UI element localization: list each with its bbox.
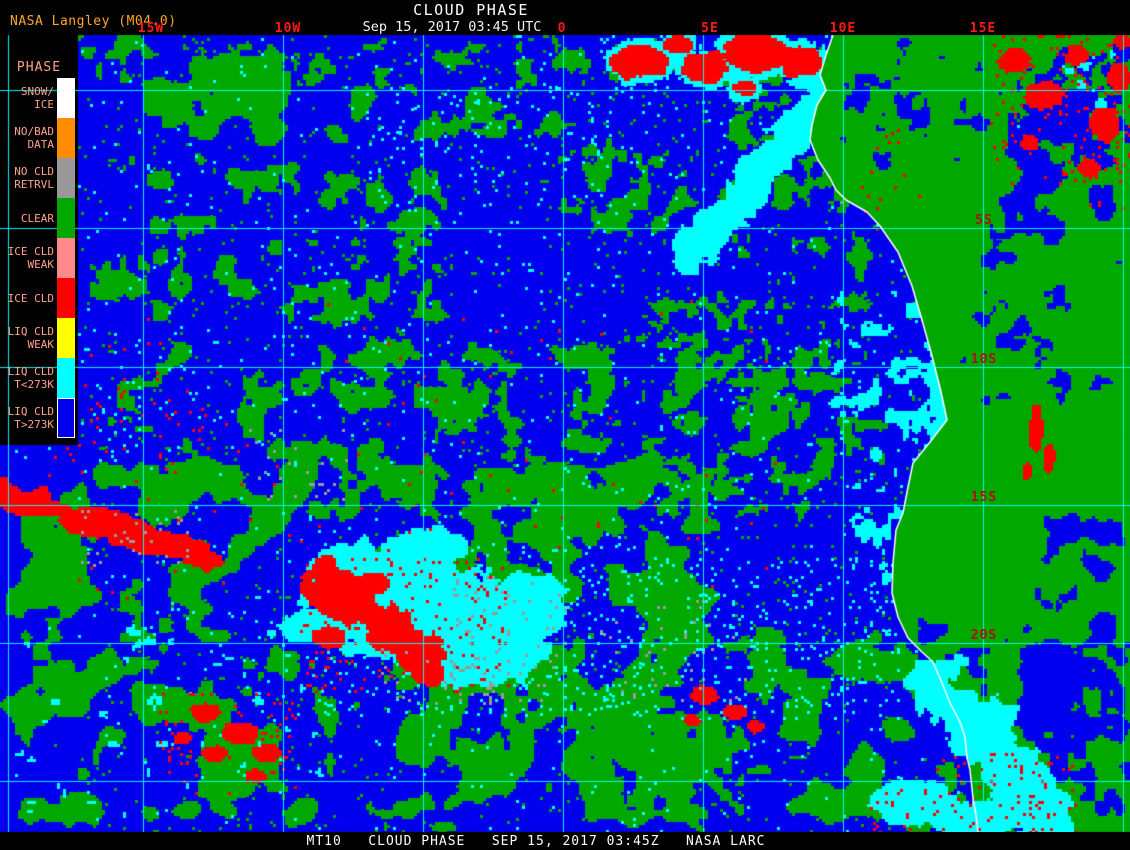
satellite-map-canvas	[0, 0, 1130, 850]
cloud-phase-screen: NASA Langley (M04.0) CLOUD PHASE Sep 15,…	[0, 0, 1130, 850]
